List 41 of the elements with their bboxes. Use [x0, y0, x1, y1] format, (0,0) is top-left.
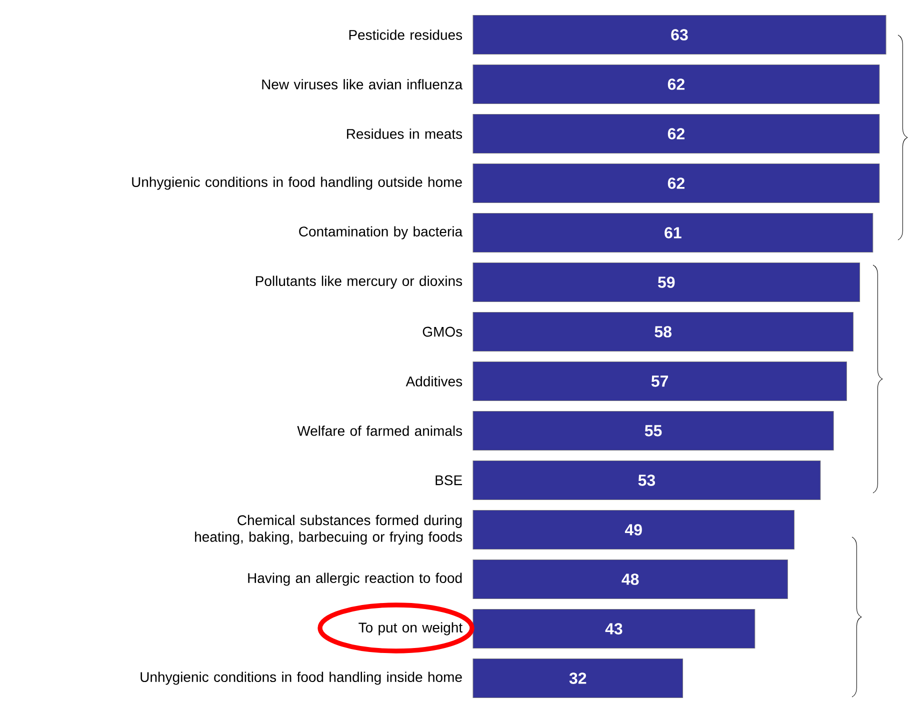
- bar: [472, 262, 860, 302]
- data-label: 48: [622, 574, 639, 585]
- y-tick-label: GMOs: [422, 326, 462, 337]
- data-label: 61: [664, 227, 682, 238]
- y-tick-label: Pollutants like mercury or dioxins: [256, 276, 462, 289]
- y-tick-label: To put on weight: [358, 622, 462, 636]
- bar: [472, 212, 874, 253]
- data-label: 62: [668, 178, 684, 189]
- data-label: 62: [668, 78, 684, 90]
- data-label: 63: [671, 29, 688, 40]
- data-label: 62: [668, 128, 684, 140]
- data-label: 43: [605, 623, 622, 634]
- data-label: 49: [624, 524, 642, 536]
- data-label: 57: [651, 376, 668, 387]
- bar: [472, 510, 794, 550]
- y-tick-label: Welfare of farmed animals: [297, 426, 462, 436]
- data-label: 32: [569, 672, 586, 684]
- bar: [472, 460, 821, 500]
- y-tick-label: BSE: [436, 475, 462, 486]
- bar: [472, 14, 886, 55]
- y-tick-label: Chemical substances formed during heating, baking, barbecuing or frying foods: [195, 514, 462, 545]
- y-tick-label: Pesticide residues: [349, 30, 462, 40]
- y-tick-label: Additives: [406, 376, 462, 386]
- bar: [472, 64, 880, 104]
- bar: [472, 163, 880, 204]
- y-tick-label: Unhygienic conditions in food handling inside home: [140, 672, 462, 685]
- y-tick-label: New viruses like avian influenza: [262, 79, 463, 90]
- y-tick-label: Residues in meats: [347, 128, 462, 139]
- bar: [472, 114, 880, 154]
- y-tick-label: Having an allergic reaction to food: [248, 572, 462, 586]
- bar: [472, 559, 788, 600]
- data-label: 59: [658, 276, 675, 288]
- bar: [472, 658, 684, 698]
- data-label: 58: [654, 326, 672, 338]
- bar: [472, 361, 847, 402]
- y-tick-label: Contamination by bacteria: [299, 226, 463, 240]
- data-label: 53: [638, 474, 656, 486]
- data-label: 55: [644, 425, 662, 436]
- bar: [472, 410, 834, 451]
- bar: [472, 312, 854, 352]
- y-tick-label: Unhygienic conditions in food handling outside home: [132, 176, 462, 190]
